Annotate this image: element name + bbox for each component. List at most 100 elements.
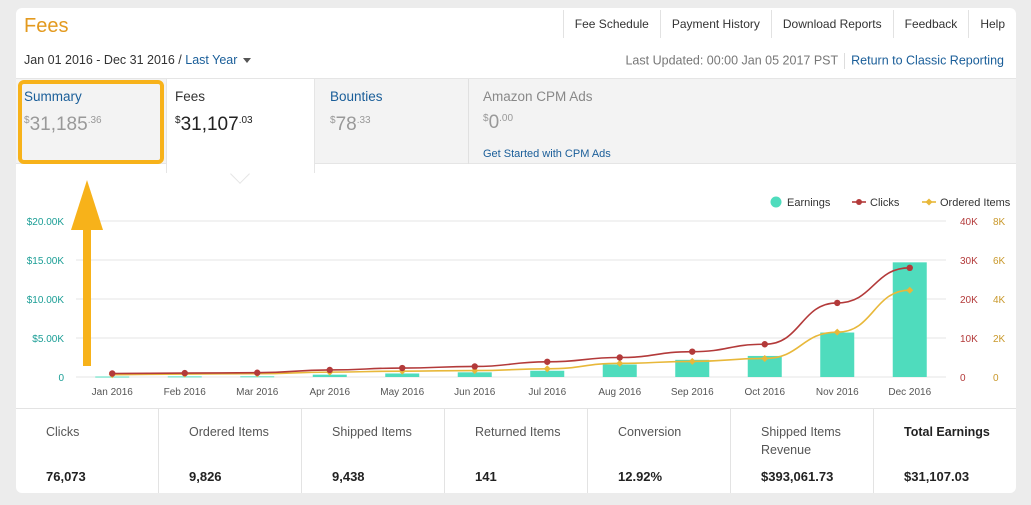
stat-label: Total Earnings [904, 425, 990, 439]
tab-bounties-label: Bounties [330, 89, 383, 104]
clicks-line [112, 267, 910, 375]
tab-cpm-ads[interactable]: Amazon CPM Ads $0.00 Get Started with CP… [468, 79, 1016, 164]
x-tick-label: Jun 2016 [454, 387, 496, 398]
stat-label: Ordered Items [189, 425, 269, 439]
stat-clicks: Clicks 76,073 [16, 409, 159, 493]
y-right-ordered-tick-label: 4K [993, 295, 1006, 306]
date-range: Jan 01 2016 - Dec 31 2016 / Last Year [24, 53, 252, 67]
y-left-tick-label: $15.00K [27, 256, 65, 267]
x-tick-label: Mar 2016 [236, 387, 279, 398]
y-right-clicks-tick-label: 10K [960, 334, 978, 345]
tab-bounties[interactable]: Bounties $78.33 [322, 79, 468, 164]
stat-shipped-items: Shipped Items 9,438 [302, 409, 445, 493]
y-left-tick-label: $10.00K [27, 295, 65, 306]
legend-label: Earnings [787, 197, 831, 209]
y-right-ordered-tick-label: 8K [993, 217, 1006, 228]
last-updated: Last Updated: 00:00 Jan 05 2017 PST Retur… [625, 53, 1004, 69]
ordered-items-line [112, 289, 910, 376]
stats-bar: Clicks 76,073 Ordered Items 9,826 Shippe… [16, 408, 1016, 493]
earnings-bar [457, 372, 492, 377]
y-right-clicks-tick-label: 0 [960, 373, 966, 384]
stat-conversion: Conversion 12.92% [588, 409, 731, 493]
earnings-bar [892, 262, 927, 377]
clicks-point [399, 364, 406, 372]
top-nav: Fee Schedule Payment History Download Re… [562, 10, 1016, 38]
y-left-tick-label: 0 [58, 373, 64, 384]
divider [844, 53, 846, 69]
nav-payment-history[interactable]: Payment History [661, 10, 772, 38]
stat-total-earnings: Total Earnings $31,107.03 [874, 409, 1016, 493]
earnings-bar [385, 373, 420, 377]
classic-reporting-link[interactable]: Return to Classic Reporting [851, 53, 1004, 68]
stat-value: 76,073 [46, 469, 86, 484]
tab-summary[interactable]: Summary $31,185.36 [16, 79, 166, 164]
y-right-clicks-tick-label: 30K [960, 256, 978, 267]
stat-value: 9,438 [332, 469, 365, 484]
y-left-tick-label: $20.00K [27, 217, 65, 228]
clicks-point [181, 369, 188, 377]
x-tick-label: Aug 2016 [598, 387, 641, 398]
x-tick-label: Feb 2016 [164, 387, 207, 398]
nav-feedback[interactable]: Feedback [894, 10, 970, 38]
earnings-bar [820, 332, 855, 377]
stat-value: 9,826 [189, 469, 222, 484]
ordered-items-point [761, 354, 769, 363]
date-preset-dropdown[interactable]: Last Year [185, 53, 252, 67]
tab-fees-value: $31,107.03 [175, 114, 253, 135]
y-left-tick-label: $5.00K [32, 334, 64, 345]
tab-fees-label: Fees [175, 89, 206, 104]
x-tick-label: Oct 2016 [744, 387, 785, 398]
tab-fees[interactable]: Fees $31,107.03 [166, 79, 315, 184]
up-arrow-icon [71, 180, 103, 366]
clicks-point [109, 370, 116, 377]
clicks-point [544, 358, 551, 365]
page-title: Fees [24, 15, 69, 37]
x-tick-label: May 2016 [380, 387, 424, 398]
stat-returned-items: Returned Items 141 [445, 409, 588, 493]
x-tick-label: Apr 2016 [309, 387, 350, 398]
clicks-point [834, 299, 841, 307]
clicks-point [471, 363, 478, 370]
stat-value: $393,061.73 [761, 469, 834, 484]
summary-tabs: Summary $31,185.36 Fees $31,107.03 Bount… [16, 78, 1016, 184]
clicks-point [906, 264, 913, 271]
nav-download-reports[interactable]: Download Reports [772, 10, 894, 38]
y-right-ordered-tick-label: 0 [993, 373, 999, 384]
y-right-ordered-tick-label: 2K [993, 334, 1006, 345]
ordered-items-point [688, 357, 696, 365]
earnings-bar [602, 364, 637, 377]
date-range-text: Jan 01 2016 - Dec 31 2016 / [24, 53, 182, 67]
earnings-bar [530, 370, 565, 377]
fees-report-page: Fees Fee Schedule Payment History Downlo… [16, 8, 1016, 493]
cpm-get-started-link[interactable]: Get Started with CPM Ads [483, 148, 611, 160]
earnings-bar [675, 359, 710, 377]
clicks-point [761, 341, 768, 348]
nav-fee-schedule[interactable]: Fee Schedule [564, 10, 661, 38]
legend-label: Ordered Items [940, 197, 1011, 209]
legend-swatch [770, 196, 782, 208]
ordered-items-point [906, 286, 914, 294]
x-tick-label: Sep 2016 [671, 387, 714, 398]
stat-value: $31,107.03 [904, 469, 970, 484]
ordered-items-point [543, 365, 551, 373]
tab-cpm-value: $0.00 [483, 112, 514, 133]
ordered-items-point [833, 328, 841, 336]
x-tick-label: Jan 2016 [92, 387, 134, 398]
earnings-bar [747, 355, 782, 377]
tab-summary-value: $31,185.36 [24, 114, 102, 135]
stat-label: Shipped Items Revenue [761, 425, 841, 457]
y-right-clicks-tick-label: 40K [960, 217, 978, 228]
legend-marker [925, 198, 933, 206]
tab-cpm-label: Amazon CPM Ads [483, 89, 593, 104]
legend-marker [856, 199, 862, 205]
caret-down-icon [243, 58, 252, 64]
clicks-point [254, 369, 261, 376]
stat-label: Clicks [46, 425, 80, 439]
nav-help[interactable]: Help [980, 17, 1005, 31]
clicks-point [326, 366, 333, 374]
clicks-point [616, 354, 623, 361]
clicks-point [689, 348, 696, 355]
y-right-clicks-tick-label: 20K [960, 295, 978, 306]
stat-label: Returned Items [475, 425, 561, 439]
x-tick-label: Dec 2016 [888, 387, 931, 398]
